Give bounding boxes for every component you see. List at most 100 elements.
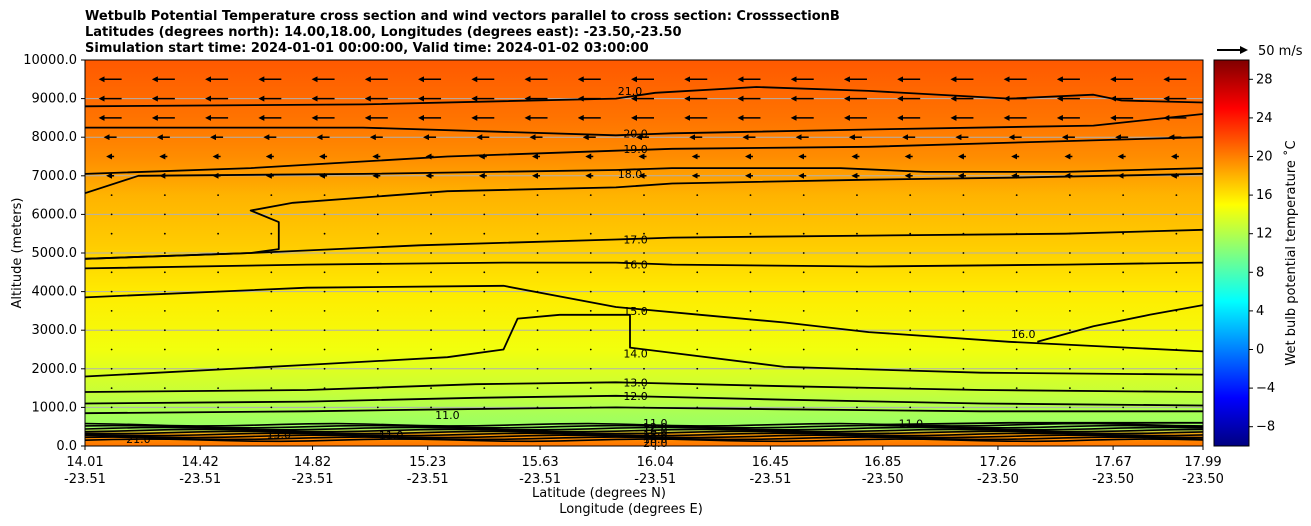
wind-vector-calm: [483, 194, 486, 197]
wind-vector-calm: [749, 271, 752, 274]
contour-label: 15.0: [623, 305, 648, 318]
wind-vector-calm: [376, 290, 379, 293]
wind-vector-calm: [536, 271, 539, 274]
wind-vector-calm: [1015, 348, 1018, 351]
contour-line-21.0: [85, 86, 1203, 108]
wind-vector-calm: [643, 271, 645, 274]
contour-line-13.0: [85, 381, 1203, 393]
wind-vector-calm: [1175, 406, 1178, 409]
wind-vector-calm: [430, 213, 432, 216]
x-tick-label-lon: -23.51: [292, 472, 334, 487]
surface-band-line-0: [85, 438, 1203, 443]
wind-vector-calm: [217, 348, 219, 351]
wind-vector-calm: [696, 406, 699, 409]
wind-vector-calm: [962, 310, 965, 312]
wind-vector-calm: [856, 329, 858, 332]
wind-vector-calm: [749, 310, 752, 312]
wind-vector-calm: [962, 194, 965, 197]
quiver-key: 50 m/s: [1217, 44, 1303, 59]
wind-vector-calm: [110, 387, 113, 389]
wind-vector-calm: [643, 194, 645, 197]
wind-vector-calm: [430, 406, 432, 409]
wind-vector-calm: [589, 367, 592, 370]
surface-label: 15.0: [267, 428, 292, 441]
wind-vector-calm: [962, 348, 965, 351]
wind-vector-calm: [110, 329, 113, 332]
x-tick-label-lat: 16.04: [637, 455, 674, 470]
wind-vector-calm: [217, 367, 219, 370]
wind-vector-calm: [1069, 310, 1071, 312]
contour-label: 11.0: [899, 418, 924, 431]
contour-line-14.0: [85, 313, 1203, 378]
wind-vector-calm: [1175, 290, 1178, 293]
x-tick-label-lon: -23.51: [64, 472, 106, 487]
wind-vector-calm: [1015, 387, 1018, 389]
wind-vector-calm: [376, 329, 379, 332]
x-tick-label-lon: -23.51: [519, 472, 561, 487]
wind-vector-calm: [589, 194, 592, 197]
wind-vector-calm: [696, 232, 699, 235]
wind-vector-calm: [217, 271, 219, 274]
colorbar-tick-label: −4: [1256, 381, 1275, 396]
x-tick-label-lat: 14.42: [182, 455, 219, 470]
wind-vector-calm: [802, 213, 805, 216]
wind-vector-calm: [1175, 329, 1178, 332]
wind-vector-calm: [962, 271, 965, 274]
surface-band-line-4: [85, 430, 1203, 435]
wind-vector-calm: [163, 194, 166, 197]
wind-vector-calm: [323, 367, 326, 370]
wind-vector-calm: [802, 406, 805, 409]
wind-vector-calm: [1069, 348, 1071, 351]
wind-vector-calm: [696, 194, 699, 197]
wind-vector-calm: [749, 387, 752, 389]
wind-vector-calm: [270, 232, 273, 235]
wind-vector-calm: [643, 310, 645, 312]
wind-vector-calm: [270, 367, 273, 370]
wind-vector-calm: [217, 406, 219, 409]
colorbar-tick-label: 8: [1256, 265, 1264, 280]
wind-vector-calm: [483, 367, 486, 370]
contour-label: 16.0: [623, 259, 648, 272]
wind-vector-calm: [163, 290, 166, 293]
wind-vector-calm: [802, 271, 805, 274]
wind-vector-calm: [802, 252, 805, 254]
wind-vector-calm: [323, 252, 326, 254]
wind-vector-calm: [483, 406, 486, 409]
wind-vector-calm: [163, 232, 166, 235]
wind-vector-calm: [376, 232, 379, 235]
wind-vector-calm: [643, 290, 645, 293]
surface-contour-band: [85, 422, 1203, 443]
wind-vector-calm: [856, 348, 858, 351]
wind-vector-calm: [856, 290, 858, 293]
plot-area: 21.020.019.018.017.016.015.016.014.013.0…: [84, 59, 1204, 450]
wind-vector-calm: [696, 329, 699, 332]
wind-vector-calm: [909, 194, 912, 197]
wind-vector-calm: [749, 348, 752, 351]
wind-vector-calm: [483, 310, 486, 312]
wind-vector-calm: [217, 329, 219, 332]
wind-vector-calm: [856, 406, 858, 409]
wind-vector-calm: [110, 271, 113, 274]
x-tick-label-lon: -23.51: [179, 472, 221, 487]
colorbar-tick-label: 0: [1256, 343, 1264, 358]
wind-vector-calm: [909, 387, 912, 389]
x-axis-label-latitude: Latitude (degrees N): [532, 486, 666, 501]
wind-vector-calm: [696, 310, 699, 312]
wind-vector-calm: [1069, 232, 1071, 235]
colorbar-tick-label: −8: [1256, 420, 1275, 435]
wind-vector-calm: [323, 348, 326, 351]
wind-vector-calm: [589, 406, 592, 409]
x-tick-label-lon: -23.50: [862, 472, 904, 487]
surface-label: 11.0: [379, 429, 404, 442]
contour-labels: 21.020.019.018.017.016.015.016.014.013.0…: [126, 85, 1035, 450]
wind-vector-calm: [323, 310, 326, 312]
contour-line-17.0: [85, 173, 1203, 260]
wind-vector-calm: [856, 252, 858, 254]
wind-vector-calm: [1015, 406, 1018, 409]
wind-vector-calm: [430, 252, 432, 254]
wind-vector-calm: [110, 367, 113, 370]
wind-vector-calm: [696, 271, 699, 274]
wind-vector-calm: [1175, 271, 1178, 274]
wind-vector-calm: [376, 367, 379, 370]
chart-title-line-1: Wetbulb Potential Temperature cross sect…: [85, 9, 840, 24]
